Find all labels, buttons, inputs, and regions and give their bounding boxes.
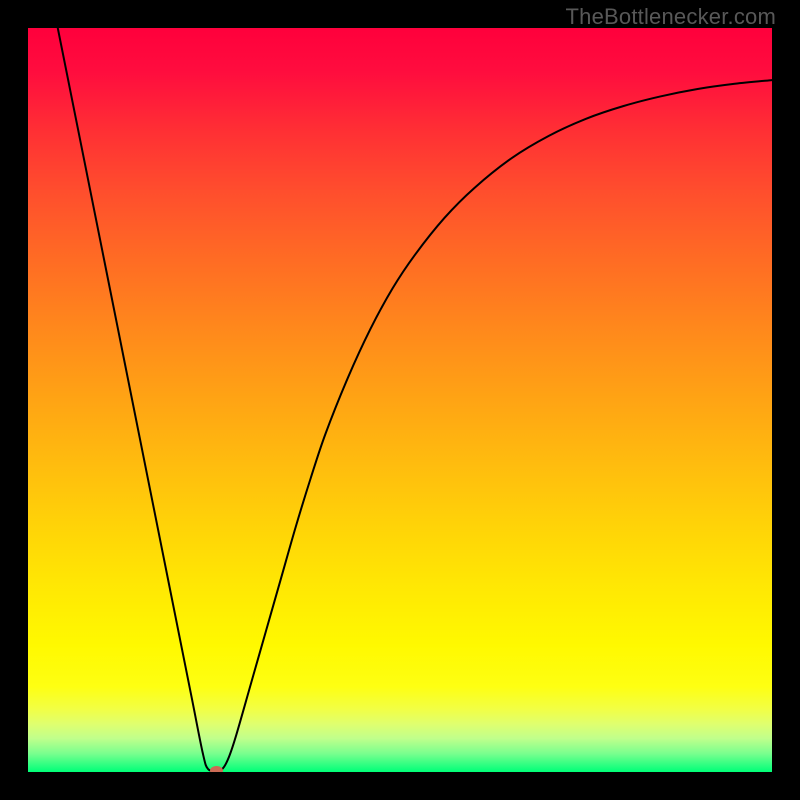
border-left xyxy=(0,0,28,800)
plot-area xyxy=(28,28,772,772)
chart-container: TheBottlenecker.com xyxy=(0,0,800,800)
border-right xyxy=(772,0,800,800)
curve-svg xyxy=(28,28,772,772)
watermark-text: TheBottlenecker.com xyxy=(566,4,776,30)
bottleneck-curve xyxy=(58,28,772,771)
border-bottom xyxy=(0,772,800,800)
